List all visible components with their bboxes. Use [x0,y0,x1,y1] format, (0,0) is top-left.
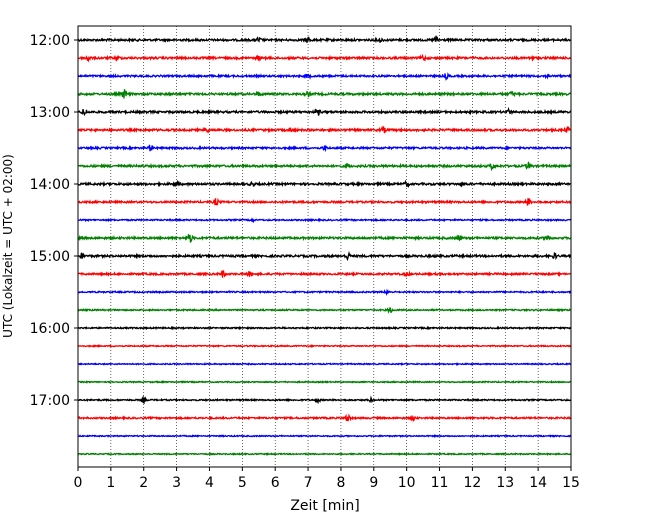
y-axis-label: UTC (Lokalzeit = UTC + 02:00) [1,154,15,338]
trace-row [77,71,572,81]
trace-row [77,144,572,153]
plot-frame [77,25,572,468]
trace-row [77,179,572,189]
y-tick-label: 15:00 [30,249,70,265]
x-tick-label: 3 [172,475,181,491]
y-tick-label: 16:00 [30,321,70,337]
y-axis-ticks: 12:00 13:00 14:00 15:00 16:00 17:00 [30,33,78,409]
x-tick-label: 6 [271,475,280,491]
trace-row [77,288,572,297]
trace-row [77,161,572,172]
x-tick-label: 4 [205,475,214,491]
seismogram-traces [77,35,572,456]
x-tick-label: 5 [238,475,247,491]
x-tick-label: 11 [431,475,449,491]
x-axis-label: Zeit [min] [290,498,359,514]
y-tick-label: 14:00 [30,177,70,193]
trace-row [77,53,572,63]
trace-row [77,89,572,99]
x-tick-label: 1 [106,475,115,491]
x-tick-label: 14 [529,475,547,491]
trace-row [77,361,572,366]
trace-row [77,413,572,422]
y-tick-label: 12:00 [30,33,70,49]
x-tick-label: 7 [304,475,313,491]
trace-row [77,270,572,278]
x-tick-label: 12 [463,475,481,491]
x-tick-label: 15 [562,475,580,491]
y-tick-label: 17:00 [30,393,70,409]
trace-row [77,217,572,224]
x-axis-ticks: 0 1 2 3 4 5 6 7 8 9 10 11 12 13 14 15 [74,467,580,491]
x-tick-label: 2 [139,475,148,491]
trace-row [77,325,572,331]
trace-row [77,250,572,262]
x-tick-label: 13 [496,475,514,491]
x-tick-label: 0 [74,475,83,491]
trace-row [77,395,572,405]
trace-row [77,306,572,315]
x-tick-label: 8 [336,475,345,491]
trace-row [77,197,572,206]
trace-row [77,452,572,456]
x-tick-label: 9 [369,475,378,491]
x-tick-label: 10 [398,475,416,491]
trace-row [77,125,572,134]
trace-row [77,343,572,348]
trace-row [77,35,572,44]
trace-row [77,380,572,384]
trace-row [77,234,572,243]
trace-row [77,106,572,117]
y-tick-label: 13:00 [30,105,70,121]
trace-row [77,433,572,439]
